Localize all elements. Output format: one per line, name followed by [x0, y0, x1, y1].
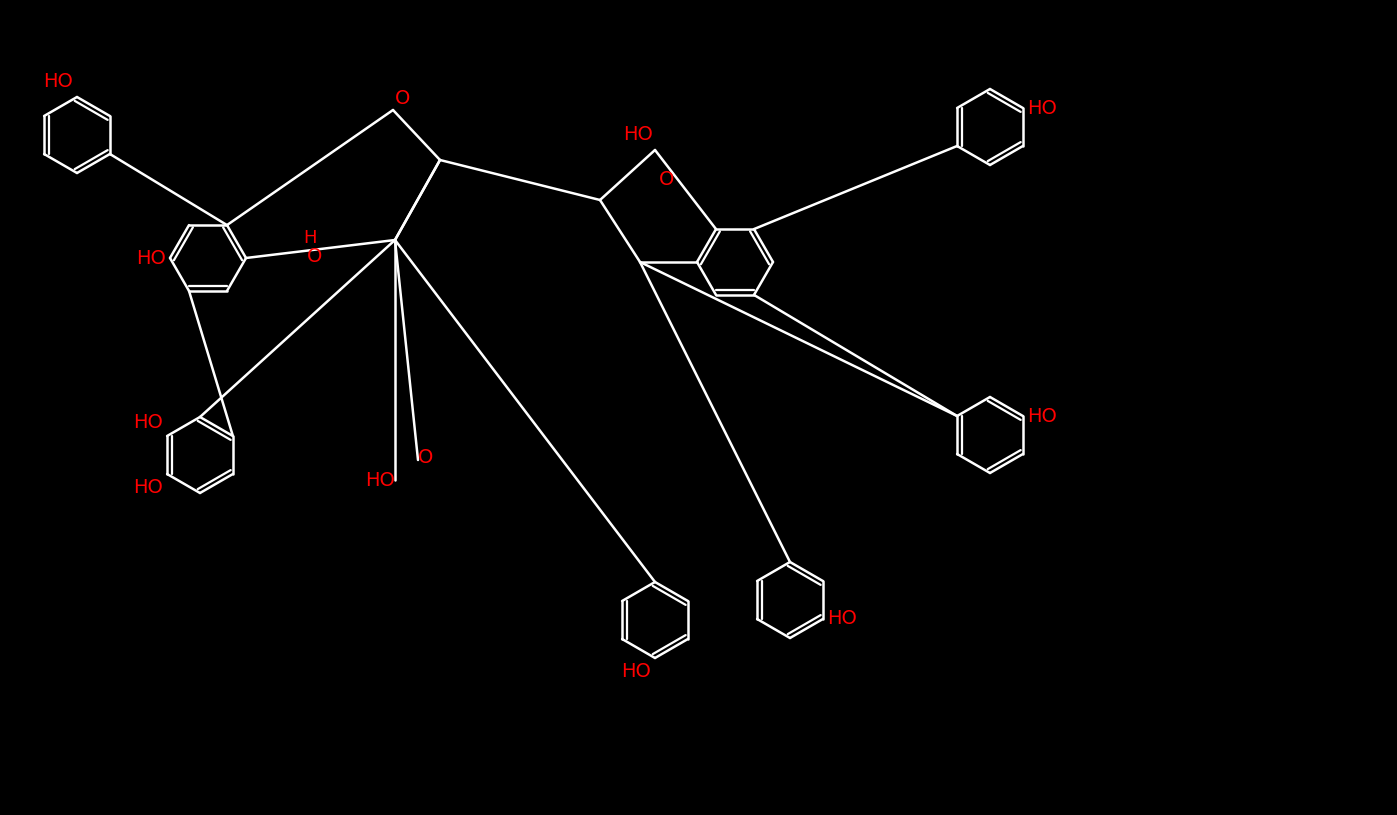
Text: HO: HO — [622, 662, 651, 681]
Text: O: O — [418, 447, 433, 466]
Text: O: O — [307, 246, 323, 266]
Text: HO: HO — [1027, 407, 1056, 425]
Text: HO: HO — [133, 413, 163, 432]
Text: O: O — [659, 170, 675, 189]
Text: H: H — [303, 229, 317, 247]
Text: HO: HO — [1027, 99, 1056, 117]
Text: HO: HO — [43, 72, 73, 91]
Text: HO: HO — [365, 470, 395, 490]
Text: O: O — [395, 89, 411, 108]
Text: HO: HO — [623, 125, 652, 144]
Text: HO: HO — [133, 478, 163, 497]
Text: HO: HO — [136, 249, 166, 267]
Text: HO: HO — [827, 610, 856, 628]
